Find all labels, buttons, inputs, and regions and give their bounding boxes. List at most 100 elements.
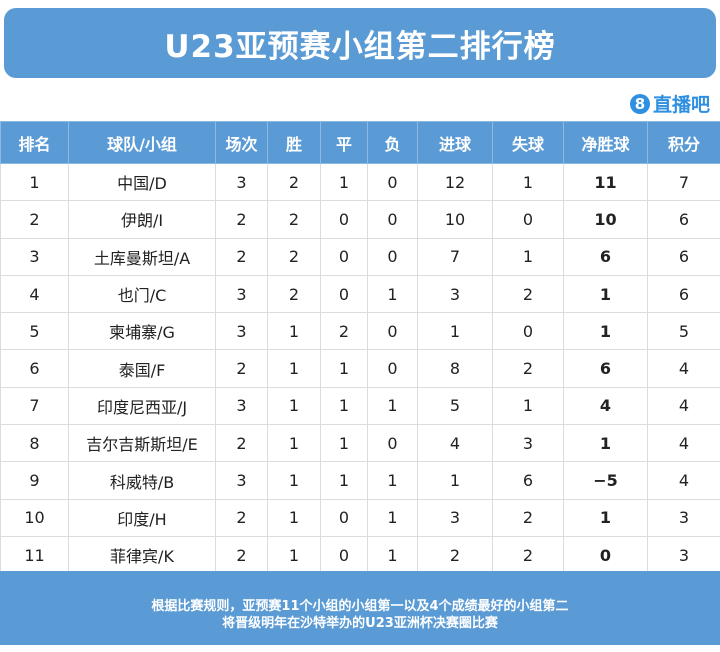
table-cell: 10: [563, 200, 648, 239]
table-cell: 也门/C: [68, 274, 216, 314]
table-cell: 2: [215, 200, 268, 239]
table-cell: 4: [417, 424, 493, 463]
table-cell: 7: [417, 237, 493, 276]
table-cell: 1: [492, 237, 564, 276]
table-cell: 1: [320, 349, 368, 388]
table-cell: 2: [417, 535, 493, 575]
table-cell: 2: [492, 274, 564, 314]
table-cell: 2: [215, 424, 268, 463]
zhibo8-logo: 8 直播吧: [629, 90, 710, 117]
table-cell: 2: [492, 498, 564, 537]
table-cell: 1: [417, 461, 493, 500]
table-cell: 2: [267, 237, 321, 276]
column-header: 负: [367, 121, 418, 164]
table-cell: 3: [215, 312, 268, 351]
table-cell: 4: [647, 461, 720, 500]
table-cell: 6: [647, 274, 720, 314]
column-header: 胜: [267, 121, 321, 164]
table-cell: 中国/D: [68, 162, 216, 202]
table-cell: 柬埔寨/G: [68, 312, 216, 351]
table-cell: 6: [563, 349, 648, 388]
table-cell: 6: [0, 349, 69, 388]
table-cell: 3: [647, 498, 720, 537]
column-header: 平: [320, 121, 368, 164]
table-cell: 1: [367, 461, 418, 500]
table-cell: 0: [367, 237, 418, 276]
table-cell: 0: [320, 274, 368, 314]
table-row: 1 中国/D 3 2 1 0 12 1 11 7: [0, 162, 720, 202]
table-cell: 5: [647, 312, 720, 351]
table-cell: 0: [367, 312, 418, 351]
column-header: 失球: [492, 121, 564, 164]
table-cell: 0: [367, 424, 418, 463]
table-cell: 1: [492, 386, 564, 426]
table-cell: 7: [647, 162, 720, 202]
table-cell: 1: [267, 535, 321, 575]
table-cell: 3: [0, 237, 69, 276]
table-cell: 印度/H: [68, 498, 216, 537]
table-cell: 0: [320, 200, 368, 239]
table-cell: 4: [563, 386, 648, 426]
table-cell: 0: [320, 535, 368, 575]
table-cell: 1: [367, 386, 418, 426]
table-cell: 4: [647, 424, 720, 463]
table-cell: 1: [563, 274, 648, 314]
column-header: 球队/小组: [68, 121, 216, 164]
table-cell: 3: [417, 498, 493, 537]
table-row: 5 柬埔寨/G 3 1 2 0 1 0 1 5: [0, 312, 720, 351]
table-cell: 4: [0, 274, 69, 314]
column-header: 积分: [647, 121, 720, 164]
table-cell: 伊朗/I: [68, 200, 216, 239]
table-row: 6 泰国/F 2 1 1 0 8 2 6 4: [0, 349, 720, 388]
table-row: 2 伊朗/I 2 2 0 0 10 0 10 6: [0, 200, 720, 239]
table-cell: 3: [215, 461, 268, 500]
table-cell: 1: [563, 312, 648, 351]
table-cell: 2: [0, 200, 69, 239]
table-cell: 1: [492, 162, 564, 202]
table-cell: 0: [320, 237, 368, 276]
table-cell: 0: [320, 498, 368, 537]
table-cell: 1: [563, 498, 648, 537]
table-cell: 6: [492, 461, 564, 500]
table-cell: 10: [417, 200, 493, 239]
table-cell: 4: [647, 386, 720, 426]
table-cell: 2: [267, 200, 321, 239]
table-cell: 3: [417, 274, 493, 314]
table-cell: 0: [563, 535, 648, 575]
table-cell: 2: [267, 162, 321, 202]
table-row: 11 菲律宾/K 2 1 0 1 2 2 0 3: [0, 535, 720, 575]
table-row: 10 印度/H 2 1 0 1 3 2 1 3: [0, 498, 720, 537]
table-cell: 1: [320, 162, 368, 202]
table-cell: 1: [0, 162, 69, 202]
table-cell: 1: [320, 461, 368, 500]
table-row: 4 也门/C 3 2 0 1 3 2 1 6: [0, 274, 720, 314]
column-header: 场次: [215, 121, 268, 164]
table-cell: 泰国/F: [68, 349, 216, 388]
table-cell: 0: [367, 200, 418, 239]
footer-note: 根据比赛规则，亚预赛11个小组的小组第一以及4个成绩最好的小组第二 将晋级明年在…: [0, 571, 720, 645]
table-cell: 1: [367, 274, 418, 314]
table-cell: 1: [267, 498, 321, 537]
table-row: 9 科威特/B 3 1 1 1 1 6 −5 4: [0, 461, 720, 500]
logo-text: 直播吧: [652, 94, 710, 116]
table-cell: 2: [215, 535, 268, 575]
table-cell: 1: [267, 386, 321, 426]
table-cell: 8: [417, 349, 493, 388]
table-cell: 1: [320, 386, 368, 426]
table-cell: 8: [0, 424, 69, 463]
column-header: 排名: [0, 121, 69, 164]
table-cell: 2: [492, 535, 564, 575]
standings-table: 排名 球队/小组 场次胜平负进球 失球 净胜球 积分 1 中国/D 3 2 1 0 12 1 11 7 2 伊朗…: [0, 121, 720, 575]
table-cell: 1: [267, 349, 321, 388]
table-cell: 9: [0, 461, 69, 500]
table-cell: 0: [492, 312, 564, 351]
table-cell: 1: [367, 535, 418, 575]
table-cell: 0: [367, 162, 418, 202]
table-cell: 1: [563, 424, 648, 463]
table-cell: 12: [417, 162, 493, 202]
table-cell: 1: [267, 312, 321, 351]
column-header: 净胜球: [563, 121, 648, 164]
footer-line-2: 将晋级明年在沙特举办的U23亚洲杯决赛圈比赛: [222, 616, 498, 631]
table-cell: 0: [492, 200, 564, 239]
table-cell: 3: [215, 162, 268, 202]
